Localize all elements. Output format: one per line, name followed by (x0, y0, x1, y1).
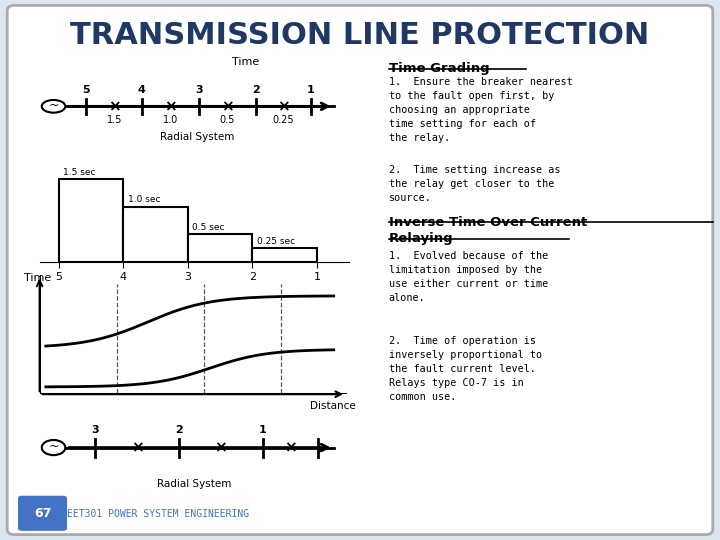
Text: ~: ~ (48, 99, 59, 112)
Circle shape (42, 440, 66, 455)
Text: ×: × (164, 99, 176, 114)
Text: 3: 3 (195, 85, 203, 96)
Text: EET301 POWER SYSTEM ENGINEERING: EET301 POWER SYSTEM ENGINEERING (68, 509, 249, 518)
Text: 1.5: 1.5 (107, 114, 122, 125)
Text: 1.5 sec: 1.5 sec (63, 167, 96, 177)
Text: ×: × (221, 99, 234, 114)
Text: 3: 3 (91, 424, 99, 435)
Text: ~: ~ (48, 440, 59, 453)
Text: Time: Time (24, 273, 51, 283)
Bar (123, 206, 188, 262)
Text: 0.25: 0.25 (272, 114, 294, 125)
FancyBboxPatch shape (18, 496, 67, 531)
Text: Radial System: Radial System (161, 132, 235, 142)
Text: 4: 4 (138, 85, 145, 96)
Text: 5: 5 (82, 85, 90, 96)
Text: 2: 2 (253, 85, 260, 96)
Text: ×: × (108, 99, 121, 114)
Text: Relaying: Relaying (389, 232, 454, 245)
Text: TRANSMISSION LINE PROTECTION: TRANSMISSION LINE PROTECTION (71, 21, 649, 50)
Text: ×: × (277, 99, 289, 114)
Text: 1.  Evolved because of the
limitation imposed by the
use either current or time
: 1. Evolved because of the limitation imp… (389, 251, 548, 303)
Text: 1: 1 (258, 424, 266, 435)
Bar (188, 234, 253, 262)
Text: Time Grading: Time Grading (389, 62, 490, 75)
Text: ×: × (131, 440, 143, 455)
Text: 0.5 sec: 0.5 sec (192, 223, 225, 232)
Text: Inverse Time Over Current: Inverse Time Over Current (389, 216, 587, 229)
Text: Radial System: Radial System (157, 480, 232, 489)
Circle shape (42, 100, 66, 113)
Text: ×: × (215, 440, 227, 455)
Bar (253, 248, 317, 262)
Text: 2.  Time setting increase as
the relay get closer to the
source.: 2. Time setting increase as the relay ge… (389, 165, 560, 202)
Text: 0.5: 0.5 (220, 114, 235, 125)
Text: 1.  Ensure the breaker nearest
to the fault open first, by
choosing an appropria: 1. Ensure the breaker nearest to the fau… (389, 77, 572, 143)
Text: 2: 2 (175, 424, 183, 435)
Text: 1.0: 1.0 (163, 114, 178, 125)
Text: ×: × (284, 440, 297, 455)
Bar (59, 179, 123, 262)
FancyBboxPatch shape (7, 5, 713, 535)
Text: 1: 1 (307, 85, 315, 96)
Text: Time: Time (232, 57, 258, 67)
Text: 67: 67 (34, 507, 51, 520)
Text: Distance: Distance (310, 401, 356, 411)
Text: 1.0 sec: 1.0 sec (128, 195, 161, 204)
Text: 0.25 sec: 0.25 sec (257, 237, 295, 246)
Text: 2.  Time of operation is
inversely proportional to
the fault current level.
Rela: 2. Time of operation is inversely propor… (389, 336, 542, 402)
